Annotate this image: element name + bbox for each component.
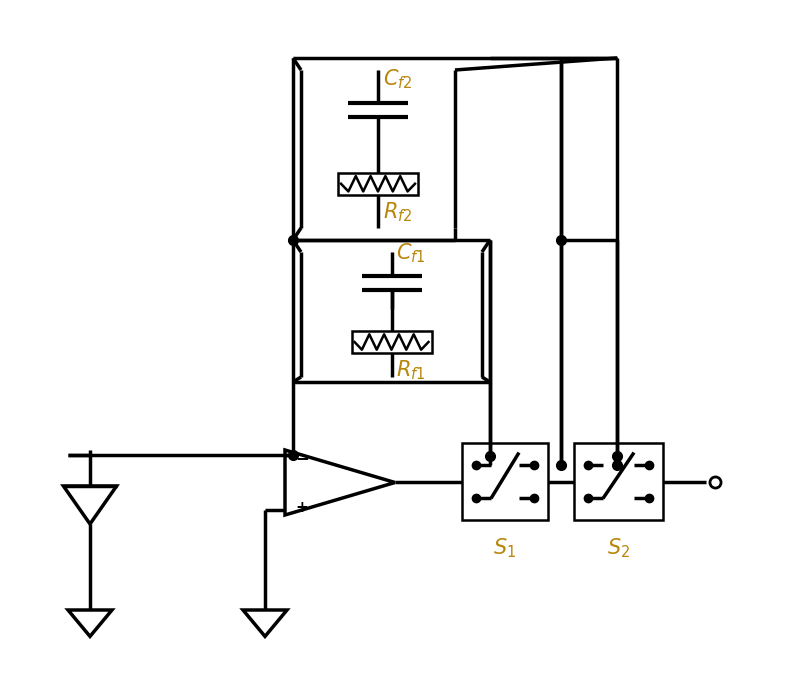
Bar — [574, 443, 663, 520]
Text: $R_{f2}$: $R_{f2}$ — [383, 200, 413, 223]
Text: $S_2$: $S_2$ — [607, 536, 630, 560]
Text: +: + — [296, 499, 308, 515]
Text: $S_1$: $S_1$ — [494, 536, 517, 560]
Text: $R_{f1}$: $R_{f1}$ — [397, 358, 426, 382]
Text: −: − — [295, 449, 309, 467]
Text: $C_{f2}$: $C_{f2}$ — [383, 67, 413, 91]
Bar — [351, 331, 431, 353]
Bar — [338, 173, 418, 195]
Bar — [462, 443, 548, 520]
Text: $C_{f1}$: $C_{f1}$ — [397, 242, 426, 265]
